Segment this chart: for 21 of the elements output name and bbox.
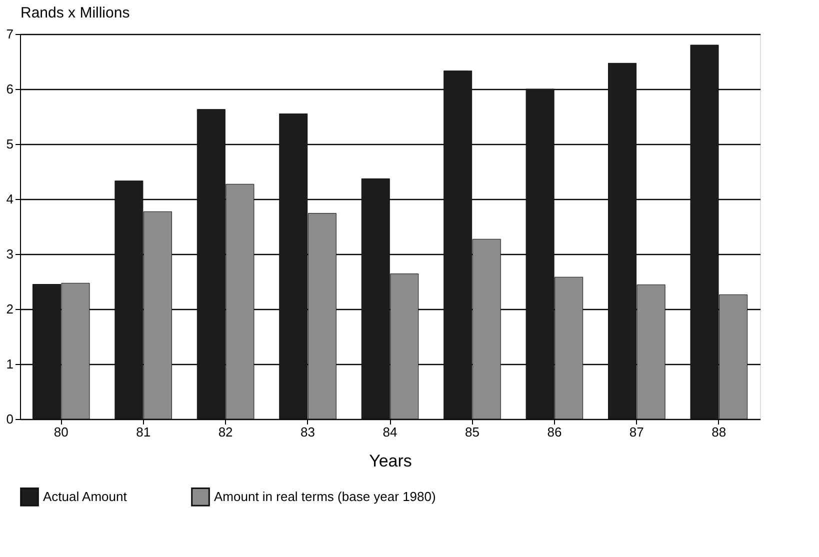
x-tick-label: 86	[547, 424, 562, 440]
x-tick-label: 80	[54, 424, 68, 440]
y-tick-label: 2	[6, 302, 14, 316]
y-tick-label: 3	[6, 246, 14, 262]
x-tick-label: 84	[382, 424, 398, 440]
legend-label: Actual Amount	[43, 488, 128, 504]
y-tick-label: 6	[6, 82, 14, 96]
x-tick-label: 81	[136, 424, 151, 440]
y-axis-title: Rands x Millions	[20, 4, 130, 22]
y-tick-label: 7	[6, 26, 14, 42]
y-tick-label: 0	[6, 412, 14, 426]
y-tick-label: 1	[6, 356, 14, 372]
y-tick-label: 5	[6, 136, 14, 152]
x-tick-label: 82	[218, 424, 233, 440]
x-tick-label: 87	[629, 424, 644, 440]
x-tick-label: 88	[712, 424, 726, 440]
legend-label: Amount in real terms (base year 1980)	[214, 488, 436, 504]
x-tick-label: 83	[300, 424, 316, 440]
x-tick-label: 85	[464, 424, 480, 440]
y-tick-label: 4	[6, 192, 14, 206]
x-axis-title: Years	[369, 452, 412, 470]
